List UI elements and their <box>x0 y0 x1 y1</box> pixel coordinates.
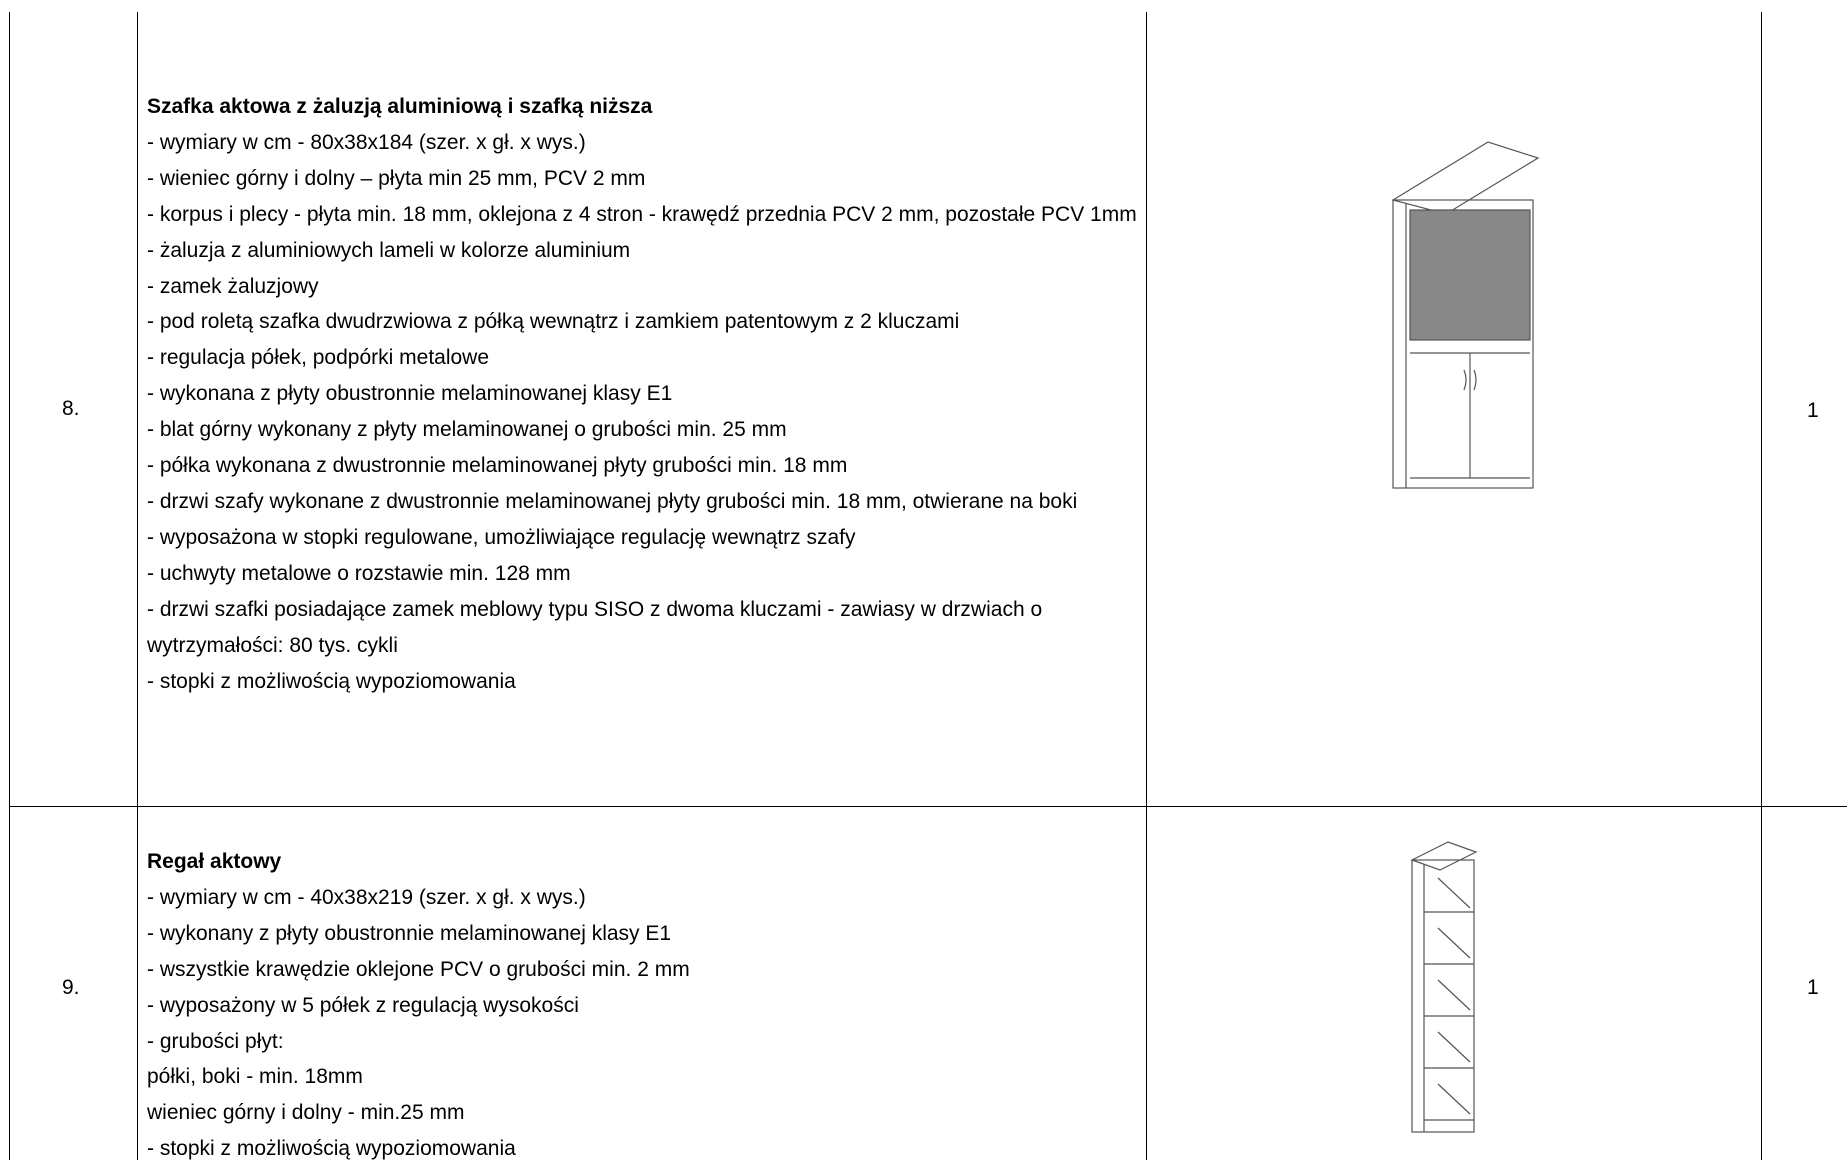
spec-line: - stopki z możliwością wypoziomowania <box>147 1137 516 1161</box>
border <box>9 12 10 1160</box>
spec-line: - żaluzja z aluminiowych lameli w kolorz… <box>147 238 631 262</box>
border <box>1146 12 1147 1160</box>
spec-line: - uchwyty metalowe o rozstawie min. 128 … <box>147 561 571 585</box>
spec-line: - korpus i plecy - płyta min. 18 mm, okl… <box>147 202 1137 226</box>
row-number: 8. <box>62 397 80 420</box>
border <box>1761 12 1762 1160</box>
item-title: Regał aktowy <box>147 850 282 873</box>
description: Regał aktowy - wymiary w cm - 40x38x219 … <box>147 844 1137 1167</box>
spec-line: - pod roletą szafka dwudrzwiowa z półką … <box>147 310 960 334</box>
border <box>137 12 138 1160</box>
spec-line: - wymiary w cm - 80x38x184 (szer. x gł. … <box>147 130 586 154</box>
quantity: 1 <box>1807 399 1819 422</box>
spec-line: - wykonany z płyty obustronnie melaminow… <box>147 921 672 945</box>
spec-line: - wyposażona w stopki regulowane, umożli… <box>147 525 856 549</box>
spec-line: - blat górny wykonany z płyty melaminowa… <box>147 418 787 442</box>
spec-line: - wieniec górny i dolny – płyta min 25 m… <box>147 166 646 190</box>
spec-line: - stopki z możliwością wypoziomowania <box>147 669 516 693</box>
spec-line: - wszystkie krawędzie oklejone PCV o gru… <box>147 957 690 981</box>
shelf-image <box>1410 841 1478 1133</box>
item-title: Szafka aktowa z żaluzją aluminiową i sza… <box>147 95 653 118</box>
spec-line: - zamek żaluzjowy <box>147 274 319 298</box>
spec-line: półki, boki - min. 18mm <box>147 1065 363 1089</box>
cabinet-image <box>1391 141 1540 489</box>
spec-line: - grubości płyt: <box>147 1029 284 1053</box>
spec-line: wieniec górny i dolny - min.25 mm <box>147 1101 465 1125</box>
spec-line: - regulacja półek, podpórki metalowe <box>147 346 490 370</box>
spec-line: - wykonana z płyty obustronnie melaminow… <box>147 382 673 406</box>
spec-line: - półka wykonana z dwustronnie melaminow… <box>147 454 848 478</box>
spec-line: - drzwi szafy wykonane z dwustronnie mel… <box>147 489 1078 513</box>
spec-line: - wymiary w cm - 40x38x219 (szer. x gł. … <box>147 885 586 909</box>
spec-line: - wyposażony w 5 półek z regulacją wysok… <box>147 993 579 1017</box>
border <box>9 806 1847 807</box>
quantity: 1 <box>1807 976 1819 999</box>
spec-line: - drzwi szafki posiadające zamek meblowy… <box>147 597 1043 657</box>
description: Szafka aktowa z żaluzją aluminiową i sza… <box>147 89 1137 699</box>
row-number: 9. <box>62 976 80 999</box>
